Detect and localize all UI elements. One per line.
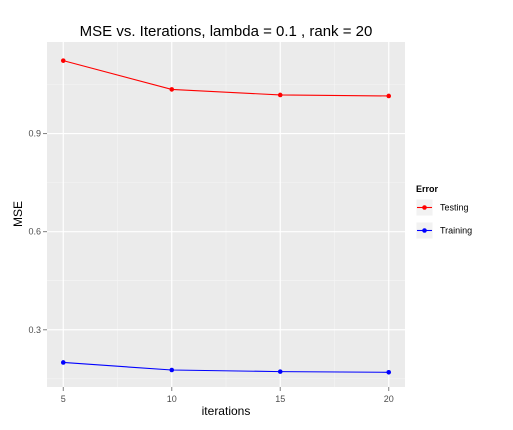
data-point-testing [277,92,283,98]
data-point-testing [169,87,175,92]
data-point-testing [386,93,392,99]
legend-label-training: Training [440,226,472,236]
legend: Error Testing Training [415,184,472,240]
x-axis-ticks: 5 10 15 20 [61,387,394,404]
x-tick-label: 20 [384,394,394,404]
x-tick-label: 5 [61,394,66,404]
series-line-training [63,361,389,373]
y-tick-label: 0.3 [28,325,41,335]
data-point-training [386,369,392,375]
legend-point-training [422,228,427,233]
y-axis-ticks: 0.3 0.6 0.9 [28,129,47,335]
y-tick-label: 0.6 [28,227,41,237]
y-axis-label: MSE [11,201,25,227]
series-layer [60,58,392,375]
major-grid [47,42,405,387]
data-point-training [60,360,66,365]
series-line-testing [63,60,389,97]
legend-point-testing [422,205,427,210]
x-axis-label: iterations [202,404,251,418]
data-point-testing [60,58,66,63]
x-tick-label: 15 [275,394,285,404]
data-point-training [277,369,283,374]
chart-title: MSE vs. Iterations, lambda = 0.1 , rank … [80,23,373,40]
legend-label-testing: Testing [440,203,469,213]
y-tick-label: 0.9 [28,129,41,139]
data-point-training [169,367,175,373]
legend-title: Error [416,184,439,194]
x-tick-label: 10 [167,394,177,404]
minor-grid [47,42,405,387]
